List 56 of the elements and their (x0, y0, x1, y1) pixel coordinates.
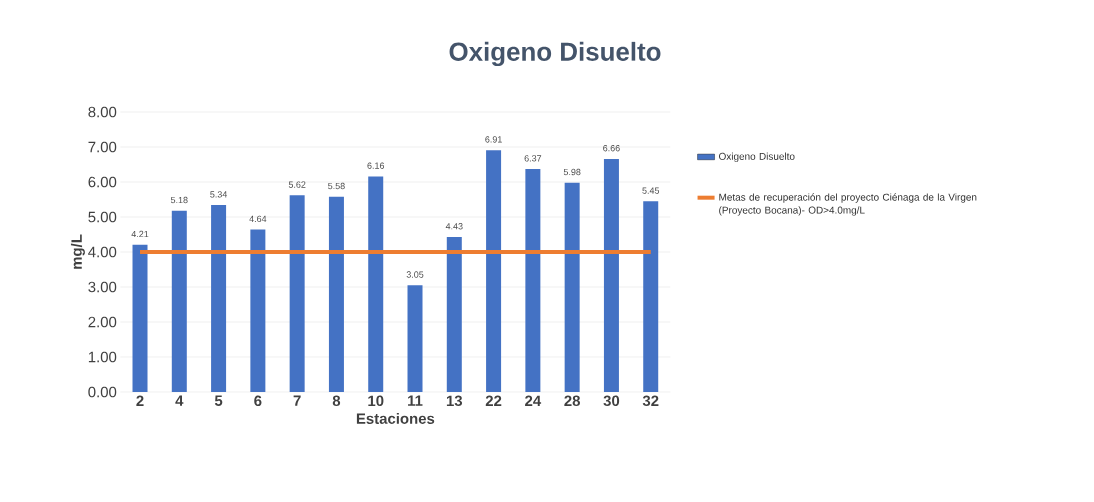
legend-label: Metas de recuperación del proyecto Ciénaga de la Virgen (Proyecto Bocana)- OD>4.0mg/L (719, 193, 977, 216)
x-tick-label: 2 (136, 395, 144, 406)
x-tick-label: 30 (603, 395, 620, 407)
bar (486, 150, 502, 392)
y-tick-label: 1.00 (88, 351, 117, 363)
y-tick-label: 7.00 (88, 141, 117, 153)
bar (564, 182, 580, 392)
data-label: 4.21 (131, 230, 149, 238)
chart-title: Oxigeno Disuelto (449, 41, 661, 67)
bar (407, 285, 423, 392)
x-tick-label: 13 (446, 395, 463, 407)
x-tick-label: 8 (332, 395, 341, 407)
bar (446, 236, 462, 392)
legend-label: Oxigeno Disuelto (719, 152, 795, 162)
bar (132, 244, 148, 392)
x-tick-label: 10 (368, 395, 384, 407)
x-tick-label: 28 (564, 395, 580, 407)
data-label: 5.62 (288, 181, 306, 188)
y-tick-label: 0.00 (88, 386, 117, 398)
data-label: 5.34 (210, 191, 228, 198)
data-label: 5.98 (563, 168, 581, 176)
bar (211, 205, 227, 392)
data-label: 6.37 (524, 155, 542, 162)
y-tick-label: 6.00 (88, 176, 117, 188)
y-axis-title: mg/L (70, 234, 85, 269)
bar (250, 229, 266, 392)
bar (643, 201, 659, 392)
x-tick-label: 7 (293, 395, 301, 406)
bar (525, 169, 541, 392)
x-tick-label: 11 (408, 395, 423, 406)
bar (171, 210, 187, 392)
data-label: 4.43 (445, 223, 463, 230)
bar (328, 196, 344, 392)
bar (368, 176, 384, 392)
x-tick-label: 5 (214, 395, 223, 406)
data-label: 6.91 (485, 136, 502, 143)
data-label: 6.16 (367, 162, 385, 169)
bar (289, 195, 305, 392)
x-tick-label: 32 (642, 395, 659, 407)
x-tick-label: 4 (175, 395, 184, 406)
x-tick-label: 22 (485, 395, 502, 406)
y-tick-label: 8.00 (88, 106, 117, 118)
y-tick-label: 3.00 (88, 281, 117, 293)
bar (603, 158, 619, 392)
x-tick-label: 24 (525, 395, 542, 406)
y-tick-label: 2.00 (88, 316, 117, 328)
y-tick-label: 5.00 (88, 211, 117, 223)
data-label: 5.45 (642, 187, 660, 194)
data-label: 4.64 (249, 215, 267, 223)
data-label: 3.05 (406, 271, 424, 278)
x-tick-label: 6 (254, 395, 262, 407)
x-axis-title: Estaciones (356, 412, 435, 424)
data-label: 5.18 (170, 196, 188, 204)
y-tick-label: 4.00 (88, 246, 117, 258)
data-label: 6.66 (603, 145, 620, 152)
data-label: 5.58 (328, 182, 345, 190)
